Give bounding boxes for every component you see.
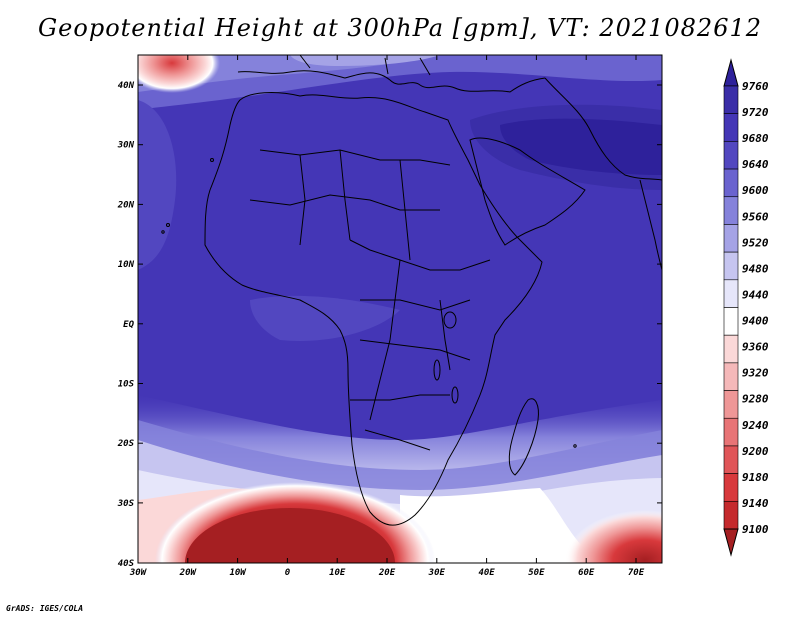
lat-label: 30S — [117, 499, 135, 509]
colorbar-label: 9400 — [742, 315, 769, 328]
colorbar-label: 9760 — [742, 80, 769, 93]
lat-label: 40N — [118, 81, 135, 91]
colorbar-swatch — [723, 251, 739, 281]
colorbar-swatch — [723, 85, 739, 114]
colorbar-swatch — [723, 501, 739, 530]
colorbar-swatch — [723, 168, 739, 198]
lon-label: 30E — [428, 568, 446, 578]
colorbar-swatch — [723, 141, 739, 170]
colorbar-label: 9200 — [742, 445, 769, 458]
lon-label: 10E — [329, 568, 346, 578]
colorbar-label: 9480 — [742, 262, 769, 275]
map-frame — [137, 54, 663, 564]
africa-coastline — [204, 92, 543, 526]
lat-label: 20N — [117, 200, 135, 210]
colorbar-swatch — [723, 113, 739, 142]
europe-coastline — [237, 70, 546, 93]
colorbar-label: 9320 — [742, 367, 769, 380]
lat-label: 20S — [117, 439, 135, 449]
colorbar-label: 9640 — [742, 158, 769, 171]
colorbar-swatch — [723, 334, 739, 364]
colorbar-label: 9240 — [742, 419, 769, 432]
colorbar-label: 9140 — [742, 497, 769, 510]
colorbar-swatch — [723, 224, 739, 253]
colorbar-label: 9280 — [742, 393, 769, 406]
lon-label: 50E — [528, 568, 545, 578]
height-field — [138, 55, 662, 563]
colorbar-label: 9600 — [742, 184, 769, 197]
colorbar-swatch — [723, 473, 739, 502]
lon-label: 60E — [578, 568, 595, 578]
colorbar-bottom-arrow — [723, 528, 739, 557]
lat-label: 40S — [118, 559, 135, 569]
lat-label: 30N — [117, 141, 135, 151]
colorbar-label: 9560 — [742, 210, 769, 223]
lon-label: 30W — [129, 568, 148, 578]
colorbar-label: 9100 — [742, 523, 769, 536]
lon-label: 20E — [378, 568, 396, 578]
colorbar-label: 9520 — [742, 236, 769, 249]
colorbar-label: 9680 — [742, 132, 769, 145]
arabia-coastline — [469, 137, 586, 246]
colorbar-label: 9440 — [742, 288, 769, 301]
lon-label: 70E — [628, 568, 645, 578]
colorbar-label: 9360 — [742, 341, 769, 354]
colorbar-top-arrow — [723, 58, 739, 87]
colorbar-swatch — [723, 196, 739, 225]
lat-label: 10S — [118, 380, 135, 390]
lat-label: 10N — [118, 260, 135, 270]
colorbar-label: 9720 — [742, 106, 769, 119]
lon-label: 20W — [179, 568, 198, 578]
lon-label: 40E — [478, 568, 495, 578]
colorbar-swatch — [723, 445, 739, 474]
grads-credit: GrADS: IGES/COLA — [6, 604, 84, 613]
lon-label: 10W — [229, 568, 247, 578]
map-title: Geopotential Height at 300hPa [gpm], VT:… — [38, 14, 762, 42]
colorbar-swatch — [723, 417, 739, 447]
lon-label: 0 — [285, 568, 291, 578]
colorbar-swatch — [723, 307, 739, 336]
colorbar-swatch — [723, 390, 739, 419]
colorbar-swatch — [723, 279, 739, 308]
colorbar-label: 9180 — [742, 471, 769, 484]
coastlines — [161, 55, 662, 526]
colorbar-swatch — [723, 362, 739, 391]
madagascar-coastline — [508, 398, 539, 476]
lat-label: EQ — [123, 320, 134, 330]
colorbar: 9760 9720 9680 9640 9600 9560 9520 9480 9440 9400… — [723, 58, 769, 557]
